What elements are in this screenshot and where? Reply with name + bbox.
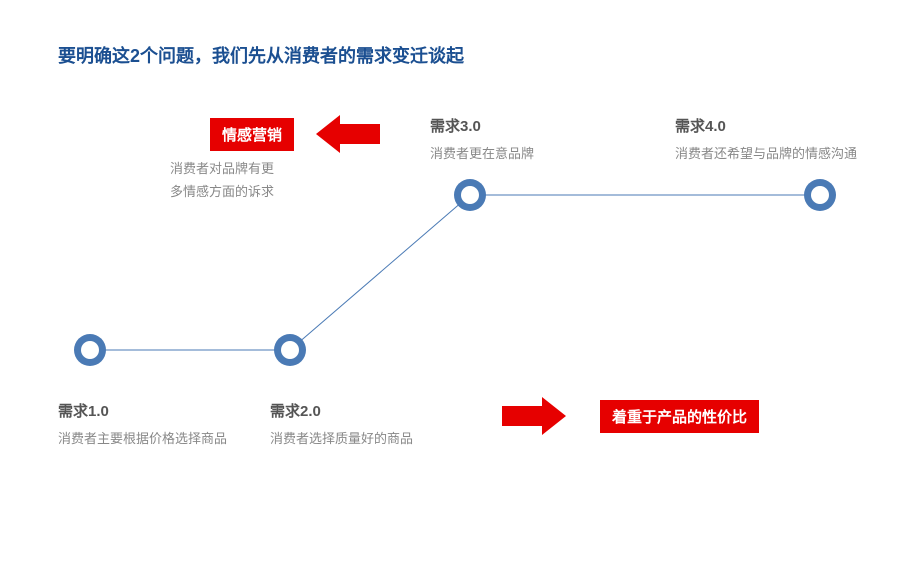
node-desc: 消费者选择质量好的商品 bbox=[270, 430, 413, 448]
node-label: 需求4.0 bbox=[675, 115, 726, 136]
node-label: 需求3.0 bbox=[430, 115, 481, 136]
badge-emotion: 情感营销 bbox=[210, 118, 294, 151]
node-desc: 消费者主要根据价格选择商品 bbox=[58, 430, 227, 448]
node-label: 需求1.0 bbox=[58, 400, 109, 421]
diagram-svg bbox=[0, 0, 920, 583]
node-center bbox=[461, 186, 479, 204]
annotation-text: 消费者对品牌有更多情感方面的诉求 bbox=[170, 158, 274, 204]
arrow-right-icon bbox=[502, 397, 566, 435]
node-desc: 消费者还希望与品牌的情感沟通 bbox=[675, 145, 857, 163]
arrow-left-icon bbox=[316, 115, 380, 153]
node-label: 需求2.0 bbox=[270, 400, 321, 421]
edge bbox=[290, 195, 470, 350]
node-center bbox=[81, 341, 99, 359]
node-center bbox=[811, 186, 829, 204]
node-desc: 消费者更在意品牌 bbox=[430, 145, 534, 163]
badge-value: 着重于产品的性价比 bbox=[600, 400, 759, 433]
node-center bbox=[281, 341, 299, 359]
